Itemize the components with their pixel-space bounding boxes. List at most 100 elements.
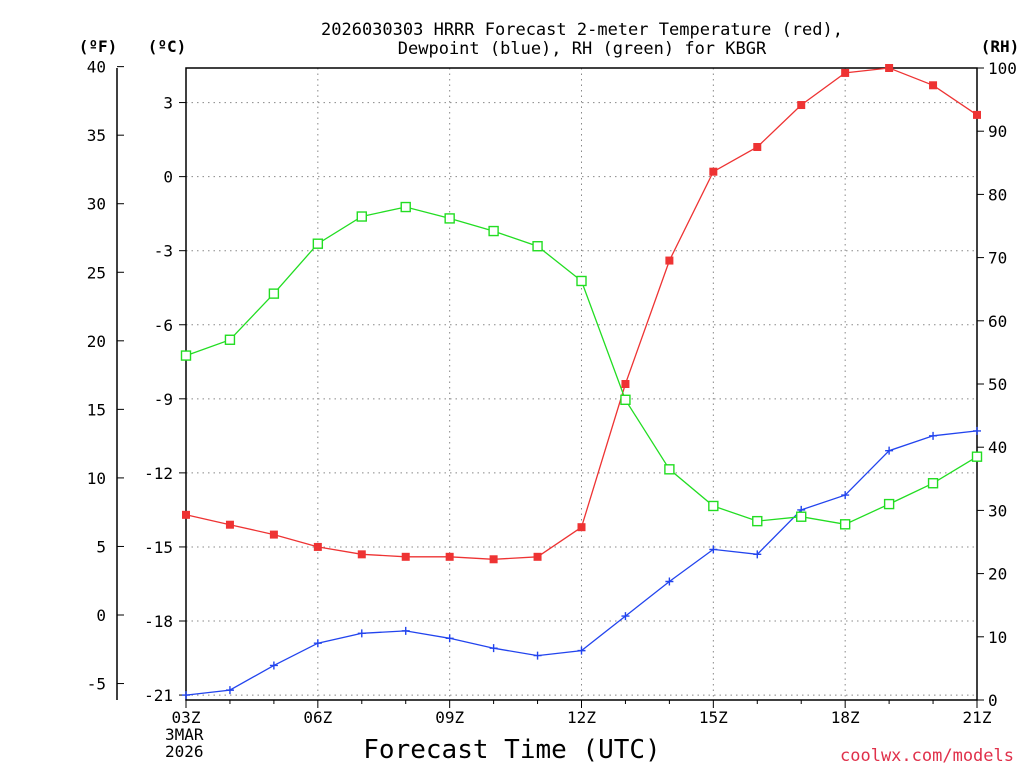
axes (116, 66, 984, 708)
rh-point (839, 519, 851, 530)
x-axis-title: Forecast Time (UTC) (363, 735, 660, 765)
dewpoint-point (841, 491, 850, 500)
dewpoint-series (182, 426, 981, 700)
y-tick-label-c: -3 (154, 242, 173, 261)
x-tick-label: 15Z (699, 708, 728, 727)
rh-point (971, 451, 983, 462)
dewpoint-point (973, 426, 981, 435)
chart-title-line1: 2026030303 HRRR Forecast 2-meter Tempera… (321, 20, 843, 40)
temperature-point (489, 555, 498, 564)
temperature-point (269, 530, 278, 539)
y-tick-label-f: 25 (87, 263, 106, 282)
dewpoint-point (182, 691, 190, 700)
x-date-label-year: 2026 (165, 742, 204, 761)
y-tick-label-c: -9 (154, 390, 173, 409)
dewpoint-point (621, 612, 630, 621)
grid-lines (186, 68, 977, 700)
rh-point (708, 500, 719, 512)
rh-point (268, 288, 280, 299)
rh-series (180, 201, 983, 530)
series-layer (180, 64, 983, 700)
y-tick-label-rh: 80 (988, 185, 1007, 204)
temperature-point (357, 550, 366, 559)
y-tick-label-c: -21 (144, 686, 173, 705)
temperature-point (401, 552, 410, 561)
temperature-point (225, 520, 234, 529)
tick-labels: 4035302520151050-530-3-6-9-12-15-18-2110… (87, 58, 1017, 727)
credit-text: coolwx.com/models (840, 746, 1014, 766)
unit-label-rh: (RH) (981, 37, 1020, 56)
rh-point (312, 238, 324, 249)
y-tick-label-f: 30 (87, 195, 106, 214)
y-tick-label-f: 20 (87, 332, 106, 351)
temperature-series (182, 64, 981, 564)
dewpoint-point (357, 629, 366, 638)
temperature-point (445, 552, 454, 561)
dewpoint-point (753, 550, 762, 559)
temperature-point (182, 510, 190, 519)
temperature-point (709, 167, 718, 176)
y-tick-label-c: 0 (163, 168, 173, 187)
y-tick-label-rh: 30 (988, 501, 1007, 520)
rh-point (400, 201, 411, 213)
dewpoint-point (577, 646, 586, 655)
y-tick-label-c: -15 (144, 538, 173, 557)
chart-title-line2: Dewpoint (blue), RH (green) for KBGR (398, 39, 767, 59)
temperature-point (313, 542, 322, 551)
y-tick-label-rh: 20 (988, 565, 1007, 584)
rh-point (224, 334, 236, 345)
temperature-point (621, 380, 630, 388)
temperature-point (665, 256, 674, 265)
dewpoint-point (445, 634, 454, 643)
rh-point (664, 464, 675, 475)
dewpoint-point (929, 431, 938, 440)
y-tick-label-rh: 90 (988, 122, 1007, 141)
rh-point (444, 213, 455, 224)
dewpoint-point (885, 446, 894, 455)
rh-point (532, 241, 543, 252)
unit-label-celsius: (ºC) (148, 37, 187, 56)
y-tick-label-rh: 10 (988, 628, 1007, 647)
y-tick-label-f: 15 (87, 400, 106, 419)
y-tick-label-rh: 40 (988, 438, 1007, 457)
rh-point (883, 498, 895, 510)
temperature-point (533, 552, 542, 561)
x-tick-label: 03Z (172, 708, 201, 727)
y-tick-label-rh: 100 (988, 59, 1017, 78)
y-tick-label-f: 35 (87, 126, 106, 145)
x-tick-label: 12Z (567, 708, 596, 727)
rh-point (620, 394, 631, 405)
y-tick-label-c: 3 (163, 94, 173, 113)
rh-point (576, 275, 587, 287)
y-tick-label-c: -6 (154, 316, 173, 335)
dewpoint-point (225, 686, 234, 695)
temperature-point (577, 523, 586, 532)
temperature-point (885, 64, 894, 72)
dewpoint-point (313, 639, 322, 648)
temperature-point (973, 110, 981, 119)
dewpoint-point (709, 545, 718, 554)
x-tick-label: 18Z (831, 708, 860, 727)
unit-label-fahrenheit: (ºF) (79, 37, 118, 56)
dewpoint-point (665, 577, 674, 586)
y-tick-label-rh: 50 (988, 375, 1007, 394)
rh-point (927, 478, 939, 489)
rh-point (356, 211, 367, 222)
rh-point (488, 225, 499, 237)
y-tick-label-c: -12 (144, 464, 173, 483)
x-date-label-day: 3MAR (165, 725, 204, 744)
rh-point (180, 350, 192, 361)
x-tick-label: 21Z (963, 708, 992, 727)
y-tick-label-f: -5 (87, 675, 106, 694)
rh-point (752, 515, 763, 527)
y-tick-label-f: 40 (87, 58, 106, 77)
y-tick-label-rh: 60 (988, 312, 1007, 331)
y-tick-label-f: 10 (87, 469, 106, 488)
temperature-line (185, 67, 978, 560)
temperature-point (753, 143, 762, 151)
y-tick-label-f: 5 (96, 537, 106, 556)
x-tick-label: 06Z (303, 708, 332, 727)
x-tick-label: 09Z (435, 708, 464, 727)
dewpoint-point (489, 644, 498, 653)
